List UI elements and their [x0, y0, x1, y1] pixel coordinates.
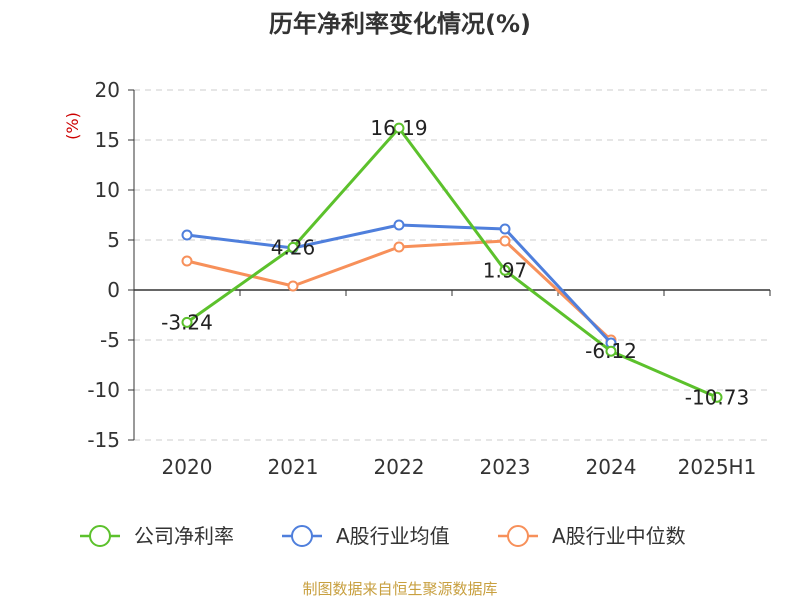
data-point	[393, 241, 405, 253]
data-label: 1.97	[483, 258, 528, 282]
data-label: -6.12	[585, 339, 637, 363]
data-label: -10.73	[685, 385, 749, 409]
y-tick-label: 20	[95, 78, 120, 102]
data-point	[499, 223, 511, 235]
data-point	[711, 391, 723, 403]
data-point	[181, 229, 193, 241]
legend-item[interactable]: A股行业均值	[282, 524, 450, 548]
y-tick-label: -15	[87, 428, 120, 452]
data-point	[181, 316, 193, 328]
y-tick-label: 5	[107, 228, 120, 252]
data-point	[499, 235, 511, 247]
legend-marker-icon	[507, 525, 529, 547]
y-tick-label: -5	[100, 328, 120, 352]
y-tick-label: 15	[95, 128, 120, 152]
data-point	[393, 122, 405, 134]
y-tick-label: 10	[95, 178, 120, 202]
data-point	[605, 345, 617, 357]
chart-title: 历年净利率变化情况(%)	[269, 10, 531, 38]
legend-marker-icon	[89, 525, 111, 547]
data-point	[287, 241, 299, 253]
axes: 20 15 10 5 0 -5 -10 -15 2020 2021 2022 2023 2024 2025…	[87, 78, 771, 479]
source-note: 制图数据来自恒生聚源数据库	[302, 580, 497, 598]
y-axis-unit-label: (%)	[63, 112, 82, 140]
legend-label: A股行业中位数	[552, 524, 686, 548]
legend-label: A股行业均值	[336, 524, 450, 548]
legend-item[interactable]: 公司净利率	[80, 524, 234, 548]
data-label: 4.26	[271, 235, 316, 259]
data-label: -3.24	[161, 310, 213, 334]
y-tick-label: 0	[107, 278, 120, 302]
data-point	[393, 219, 405, 231]
x-tick-label: 2022	[374, 455, 425, 479]
x-tick-label: 2024	[586, 455, 637, 479]
legend-item[interactable]: A股行业中位数	[498, 524, 686, 548]
x-tick-label: 2021	[268, 455, 319, 479]
legend: 公司净利率 A股行业均值 A股行业中位数	[80, 524, 686, 548]
x-tick-label: 2020	[162, 455, 213, 479]
series-lines	[181, 122, 723, 403]
legend-marker-icon	[291, 525, 313, 547]
legend-label: 公司净利率	[134, 524, 234, 548]
data-label: 16.19	[370, 116, 427, 140]
y-tick-label: -10	[87, 378, 120, 402]
series-line	[186, 126, 718, 399]
data-point	[287, 280, 299, 292]
data-point	[181, 255, 193, 267]
data-point	[499, 264, 511, 276]
data-labels: -3.24 4.26 16.19 1.97 -6.12 -10.73	[161, 116, 749, 409]
grid-lines	[134, 89, 770, 441]
x-tick-label: 2023	[480, 455, 531, 479]
x-tick-label: 2025H1	[678, 455, 757, 479]
